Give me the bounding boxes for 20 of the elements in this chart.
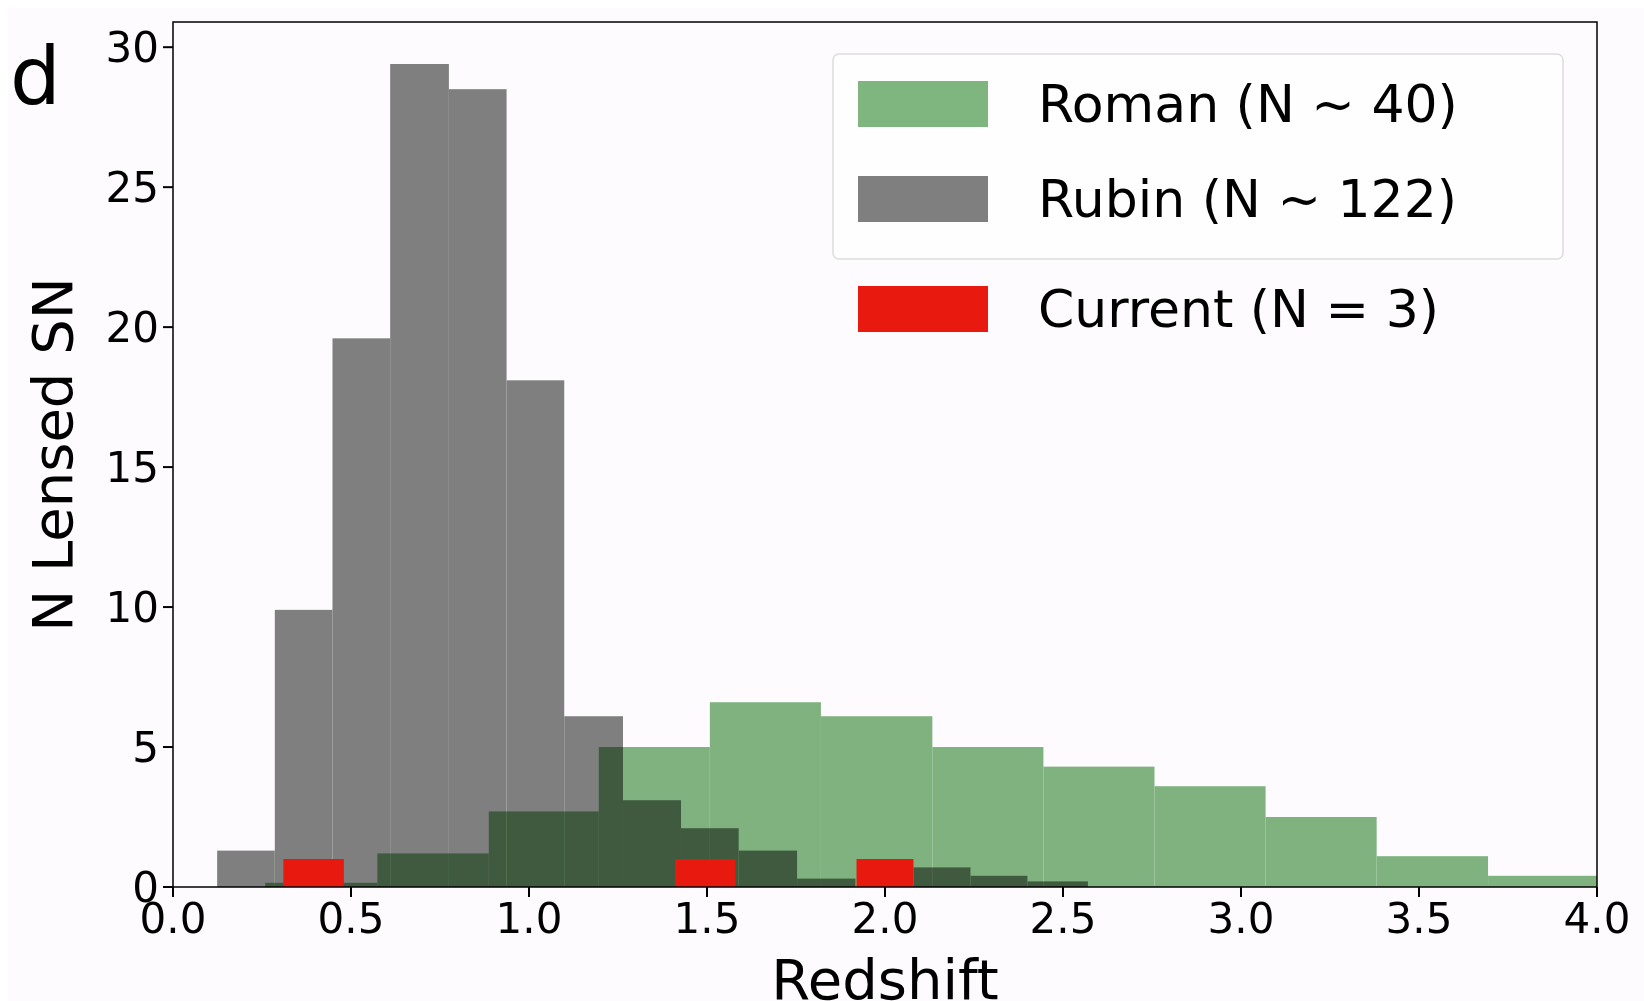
y-tick-label: 15: [105, 442, 159, 492]
text: d: [10, 30, 61, 123]
y-tick-label: 10: [105, 582, 159, 632]
legend-label: Rubin (N ~ 122): [1038, 169, 1458, 229]
x-tick-label: 0.5: [317, 894, 385, 943]
x-tick-label: 2.0: [851, 894, 919, 943]
legend-label: Current (N = 3): [1038, 279, 1440, 339]
legend-label: Roman (N ~ 40): [1038, 74, 1458, 134]
x-tick-label: 3.0: [1207, 894, 1275, 943]
y-axis-title: N Lensed SN: [20, 277, 85, 632]
y-tick-label: 5: [132, 722, 159, 772]
y-tick-label: 25: [105, 162, 159, 212]
x-tick-label: 2.5: [1029, 894, 1097, 943]
x-tick-label: 3.5: [1385, 894, 1453, 943]
y-tick-label: 30: [105, 22, 159, 72]
x-axis-title: Redshift: [771, 947, 999, 1001]
x-tick-label: 1.0: [495, 894, 563, 943]
x-tick-label: 4.0: [1563, 894, 1631, 943]
x-tick-label: 1.5: [673, 894, 741, 943]
y-tick-label: 20: [105, 302, 159, 352]
